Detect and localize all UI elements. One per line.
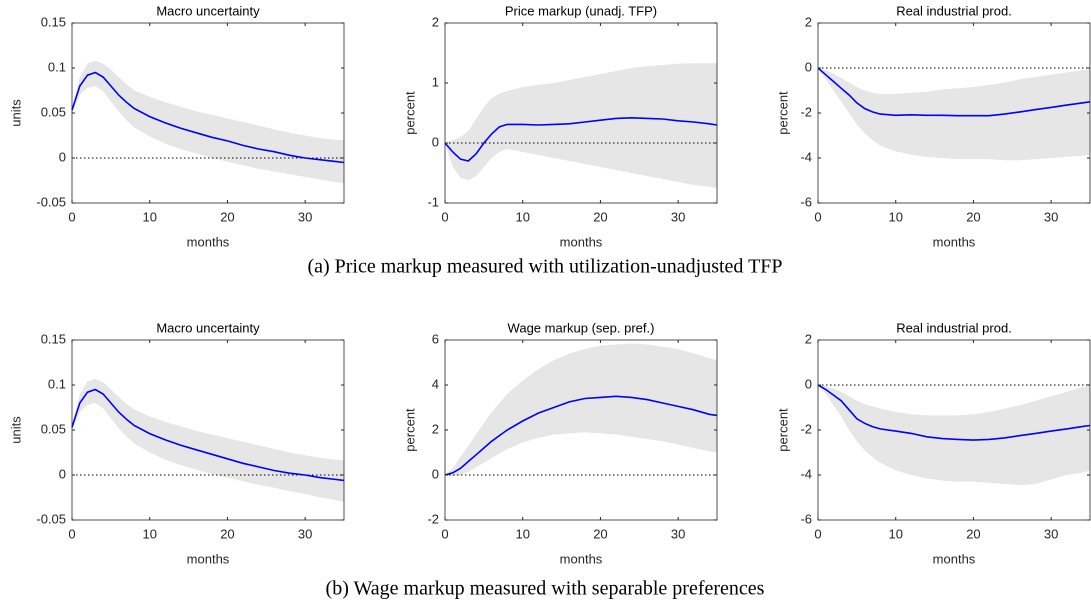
y-axis-label: percent — [775, 91, 790, 135]
y-axis-label: units — [8, 99, 23, 127]
x-axis-label: months — [560, 234, 603, 249]
x-tick-label: 0 — [814, 526, 821, 541]
x-tick-label: 30 — [1044, 209, 1058, 224]
y-tick-label: 4 — [432, 376, 439, 391]
y-tick-label: 0.1 — [48, 376, 66, 391]
x-axis-label: months — [933, 551, 976, 566]
x-tick-label: 0 — [68, 526, 75, 541]
x-tick-label: 0 — [68, 209, 75, 224]
x-tick-label: 10 — [142, 526, 156, 541]
y-tick-label: 0 — [432, 466, 439, 481]
x-tick-label: 30 — [671, 526, 685, 541]
x-tick-label: 20 — [593, 209, 607, 224]
y-tick-label: -4 — [800, 466, 812, 481]
y-tick-label: -2 — [800, 104, 812, 119]
line — [71, 388, 345, 482]
y-tick-label: 2 — [432, 421, 439, 436]
confidence-band — [445, 343, 717, 477]
line — [71, 71, 345, 164]
y-tick-label: 6 — [432, 331, 439, 346]
x-axis-label: months — [933, 234, 976, 249]
x-tick-label: 30 — [671, 209, 685, 224]
x-axis-label: months — [560, 551, 603, 566]
confidence-band — [72, 60, 344, 184]
chart-title: Real industrial prod. — [896, 320, 1012, 335]
x-tick-label: 30 — [298, 209, 312, 224]
y-tick-label: -4 — [800, 149, 812, 164]
y-tick-label: 0.05 — [41, 104, 66, 119]
chart-title: Price markup (unadj. TFP) — [505, 3, 657, 18]
y-tick-label: -0.05 — [36, 511, 66, 526]
y-tick-label: 0 — [805, 59, 812, 74]
x-tick-label: 20 — [966, 209, 980, 224]
x-tick-label: 10 — [515, 209, 529, 224]
x-tick-label: 20 — [220, 526, 234, 541]
y-tick-label: -2 — [427, 511, 439, 526]
chart-title: Real industrial prod. — [896, 3, 1012, 18]
y-axis-label: percent — [775, 408, 790, 452]
y-tick-label: 0 — [805, 376, 812, 391]
y-tick-label: 0.1 — [48, 59, 66, 74]
y-tick-label: 2 — [432, 14, 439, 29]
y-tick-label: 0 — [432, 134, 439, 149]
line — [444, 116, 718, 162]
confidence-band — [72, 378, 344, 502]
y-tick-label: 0 — [59, 149, 66, 164]
x-tick-label: 20 — [593, 526, 607, 541]
axes-box — [444, 22, 718, 204]
y-tick-label: -2 — [800, 421, 812, 436]
y-tick-label: 2 — [805, 331, 812, 346]
y-tick-label: 0 — [59, 466, 66, 481]
x-tick-label: 0 — [441, 526, 448, 541]
y-tick-label: 0.15 — [41, 331, 66, 346]
x-tick-label: 10 — [515, 526, 529, 541]
y-tick-label: 0.15 — [41, 14, 66, 29]
y-tick-label: 1 — [432, 74, 439, 89]
x-tick-label: 10 — [888, 209, 902, 224]
x-axis-label: months — [187, 234, 230, 249]
y-tick-label: -0.05 — [36, 194, 66, 209]
line — [444, 395, 718, 476]
confidence-band — [818, 68, 1090, 161]
y-axis-label: units — [8, 416, 23, 444]
x-tick-label: 10 — [888, 526, 902, 541]
x-tick-label: 20 — [220, 209, 234, 224]
y-tick-label: -1 — [427, 194, 439, 209]
x-axis-label: months — [187, 551, 230, 566]
y-tick-label: -6 — [800, 194, 812, 209]
chart-title: Wage markup (sep. pref.) — [508, 320, 655, 335]
confidence-band — [818, 385, 1090, 486]
confidence-band — [445, 63, 717, 189]
y-tick-label: -6 — [800, 511, 812, 526]
line — [817, 384, 1091, 441]
x-tick-label: 0 — [814, 209, 821, 224]
chart-title: Macro uncertainty — [156, 3, 260, 18]
x-tick-label: 30 — [298, 526, 312, 541]
x-tick-label: 10 — [142, 209, 156, 224]
caption: (a) Price markup measured with utilizati… — [307, 256, 782, 278]
x-tick-label: 20 — [966, 526, 980, 541]
line — [817, 67, 1091, 117]
x-tick-label: 0 — [441, 209, 448, 224]
chart-title: Macro uncertainty — [156, 320, 260, 335]
y-axis-label: percent — [402, 91, 417, 135]
y-tick-label: 2 — [805, 14, 812, 29]
y-tick-label: 0.05 — [41, 421, 66, 436]
y-axis-label: percent — [402, 408, 417, 452]
caption: (b) Wage markup measured with separable … — [326, 578, 765, 600]
x-tick-label: 30 — [1044, 526, 1058, 541]
